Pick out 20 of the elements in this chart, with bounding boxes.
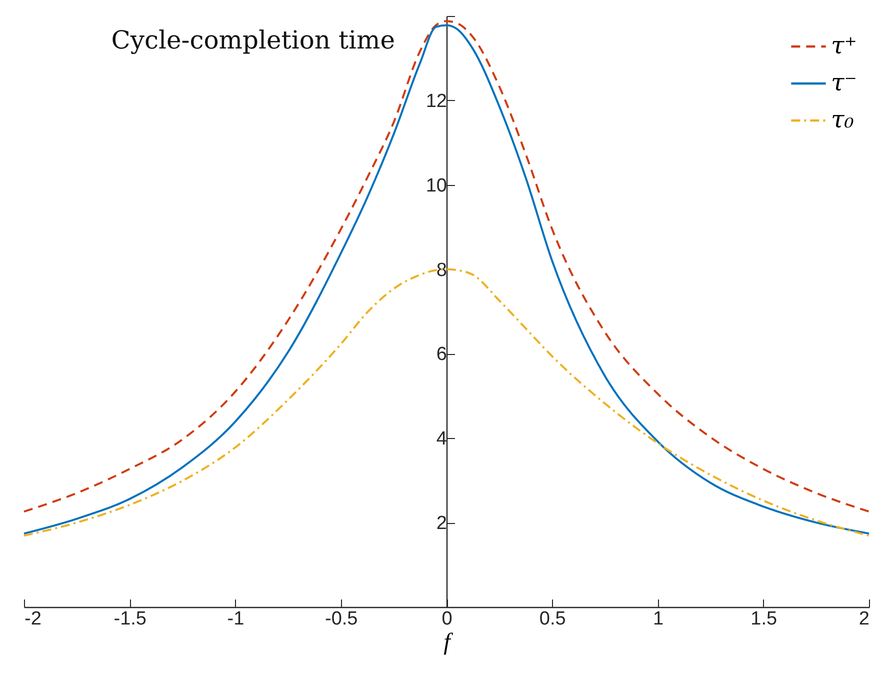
x-tick-label: -1 bbox=[227, 608, 244, 630]
legend-label: τ⁻ bbox=[831, 68, 857, 96]
legend-label: τ⁺ bbox=[831, 32, 857, 60]
x-tick-label: -2 bbox=[24, 608, 42, 630]
x-tick-label: 0 bbox=[442, 608, 452, 630]
y-tick-label: 4 bbox=[436, 428, 448, 450]
x-tick-label: 2 bbox=[858, 608, 870, 630]
x-axis-title: f bbox=[444, 630, 454, 656]
x-tick-label: 1 bbox=[652, 608, 664, 630]
y-tick-label: 8 bbox=[436, 260, 447, 281]
legend-label: τ₀ bbox=[831, 106, 854, 134]
y-tick-label: 12 bbox=[426, 90, 447, 112]
y-axis-title: Cycle-completion time bbox=[111, 26, 395, 54]
x-tick-label: 1.5 bbox=[750, 608, 778, 630]
y-tick-label: 6 bbox=[436, 344, 447, 366]
x-tick-label: -1.5 bbox=[114, 608, 146, 630]
y-tick-label: 2 bbox=[436, 513, 447, 534]
x-tick-label: 0.5 bbox=[539, 608, 566, 630]
y-tick-label: 10 bbox=[426, 175, 447, 196]
x-tick-label: -0.5 bbox=[325, 608, 358, 630]
